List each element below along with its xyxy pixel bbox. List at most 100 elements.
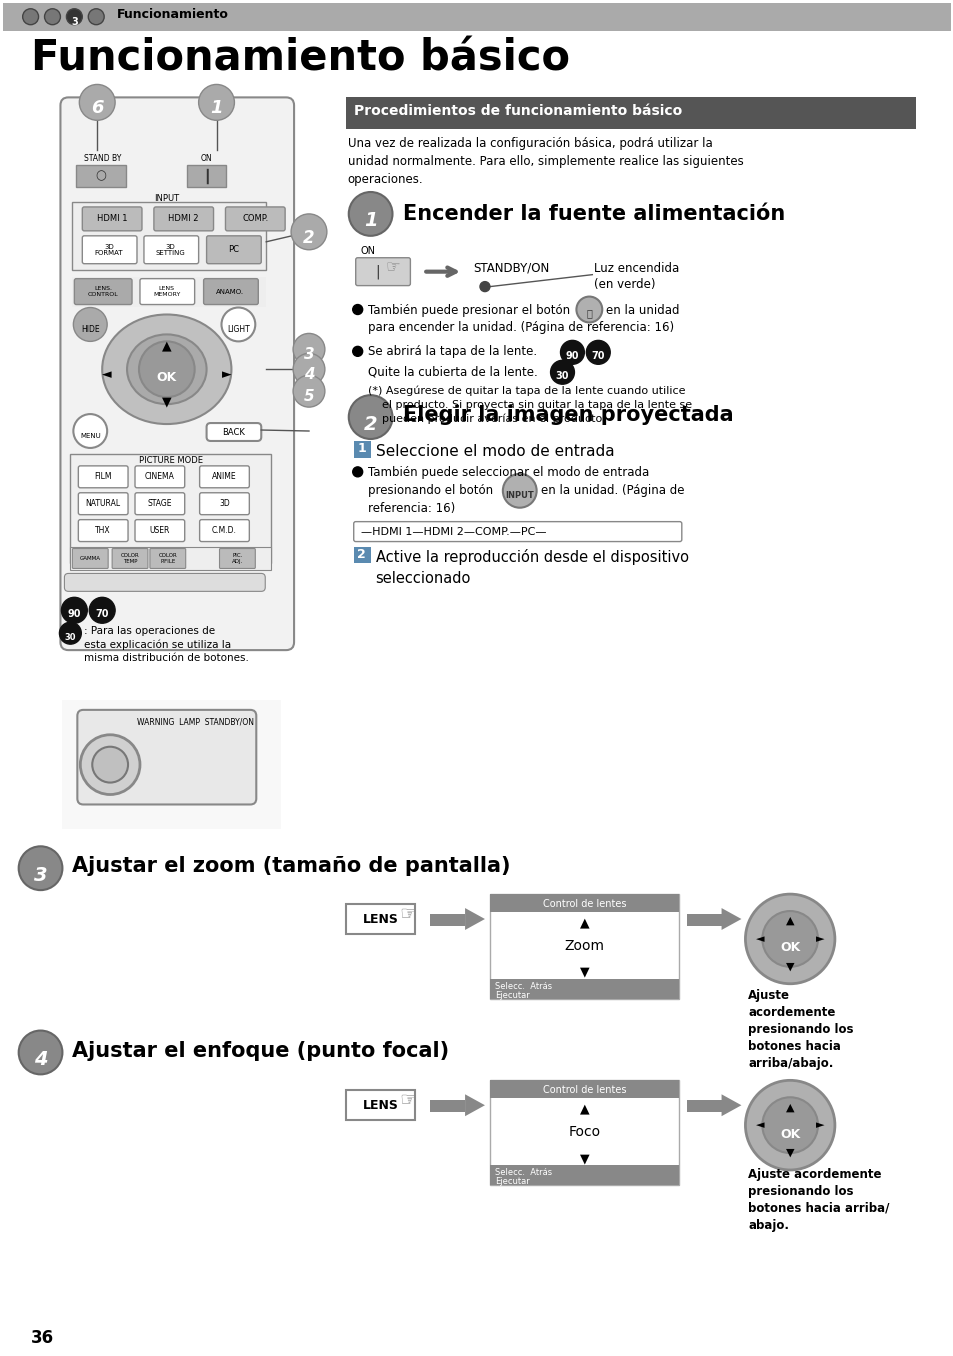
Text: Ajuste acordemente
presionando los
botones hacia arriba/
abajo.: Ajuste acordemente presionando los boton… (747, 1168, 889, 1233)
FancyBboxPatch shape (193, 728, 204, 738)
Text: ►: ► (221, 367, 231, 381)
Bar (72, 277, 266, 306)
Text: ◄: ◄ (756, 1120, 763, 1130)
Text: LENS
MEMORY: LENS MEMORY (153, 286, 180, 297)
Text: LENS.
CONTROL: LENS. CONTROL (88, 286, 118, 297)
Text: Foco: Foco (568, 1125, 599, 1139)
Text: LENS: LENS (362, 1098, 398, 1112)
Text: ▼: ▼ (579, 1153, 589, 1165)
Text: 2: 2 (357, 548, 366, 561)
Polygon shape (464, 909, 484, 930)
Text: Ajuste
acordemente
presionando los
botones hacia
arriba/abajo.: Ajuste acordemente presionando los boton… (747, 989, 853, 1070)
Circle shape (73, 308, 107, 342)
Text: en la unidad: en la unidad (605, 304, 679, 316)
FancyBboxPatch shape (140, 278, 194, 305)
FancyBboxPatch shape (219, 549, 255, 568)
Text: ▼: ▼ (579, 965, 589, 979)
Text: Quite la cubierta de la lente.: Quite la cubierta de la lente. (367, 365, 537, 378)
Text: 70: 70 (95, 609, 109, 620)
Text: ▲: ▲ (785, 1102, 794, 1112)
Text: PC: PC (228, 245, 238, 255)
Text: INPUT: INPUT (505, 491, 534, 500)
FancyBboxPatch shape (77, 711, 256, 804)
Text: para encender la unidad. (Página de referencia: 16): para encender la unidad. (Página de refe… (367, 321, 673, 335)
Text: Se abrirá la tapa de la lente.: Se abrirá la tapa de la lente. (367, 346, 537, 358)
Bar (490, 979, 679, 998)
Text: ANIME: ANIME (212, 472, 236, 481)
Text: ◄: ◄ (756, 934, 763, 944)
FancyBboxPatch shape (78, 466, 128, 488)
FancyBboxPatch shape (354, 522, 681, 541)
Text: : Para las operaciones de
esta explicación se utiliza la
misma distribución de b: : Para las operaciones de esta explicaci… (84, 626, 249, 663)
Circle shape (761, 911, 817, 967)
Text: 90: 90 (565, 351, 578, 361)
Text: ▼: ▼ (785, 1149, 794, 1158)
Text: 2: 2 (363, 415, 377, 434)
Bar (354, 546, 370, 564)
Text: Ejecutar: Ejecutar (495, 991, 529, 999)
FancyBboxPatch shape (78, 519, 128, 541)
Circle shape (19, 846, 62, 890)
Text: 3D
FORMAT: 3D FORMAT (94, 244, 123, 256)
Text: HIDE: HIDE (81, 325, 99, 334)
Text: presionando el botón: presionando el botón (367, 484, 493, 496)
Text: MENU: MENU (80, 433, 100, 439)
Text: LENS: LENS (362, 913, 398, 926)
Bar (62, 700, 281, 830)
Text: Active la reproducción desde el dispositivo
seleccionado: Active la reproducción desde el disposit… (375, 549, 688, 586)
Text: ☞: ☞ (399, 1090, 416, 1109)
Bar (345, 1090, 415, 1120)
Text: 3: 3 (71, 16, 77, 27)
Text: ▲: ▲ (579, 917, 589, 929)
Circle shape (59, 622, 81, 644)
Text: ON: ON (200, 155, 213, 163)
Bar (354, 441, 370, 458)
Bar (686, 1100, 720, 1112)
FancyBboxPatch shape (78, 492, 128, 515)
FancyBboxPatch shape (150, 549, 186, 568)
Bar (345, 98, 916, 129)
FancyBboxPatch shape (199, 492, 249, 515)
Bar (76, 165, 126, 187)
Text: 6: 6 (91, 99, 103, 118)
Text: OK: OK (780, 941, 800, 955)
Circle shape (353, 466, 362, 477)
Circle shape (23, 8, 38, 24)
Bar (3, 3, 950, 31)
Text: ◄: ◄ (102, 367, 112, 381)
Circle shape (291, 214, 327, 250)
Text: 3: 3 (303, 347, 314, 362)
Bar (71, 454, 271, 564)
Text: (en verde): (en verde) (594, 278, 655, 290)
Circle shape (293, 376, 325, 407)
Circle shape (19, 1031, 62, 1074)
Circle shape (349, 193, 392, 236)
Polygon shape (720, 1094, 740, 1116)
Text: ○: ○ (95, 170, 107, 183)
Text: ☞: ☞ (399, 904, 416, 923)
Text: ANAMO.: ANAMO. (216, 289, 244, 294)
FancyBboxPatch shape (203, 278, 258, 305)
Text: 1: 1 (210, 99, 223, 118)
FancyBboxPatch shape (60, 98, 294, 650)
Text: 70: 70 (591, 351, 604, 361)
Text: COLOR
TEMP: COLOR TEMP (120, 553, 139, 564)
Text: Ejecutar: Ejecutar (495, 1177, 529, 1186)
Circle shape (221, 308, 255, 342)
Bar (72, 202, 266, 270)
Circle shape (61, 598, 87, 624)
FancyBboxPatch shape (207, 423, 261, 441)
Circle shape (90, 598, 115, 624)
Circle shape (744, 894, 834, 983)
Text: referencia: 16): referencia: 16) (367, 502, 455, 515)
Text: Funcionamiento: Funcionamiento (117, 8, 229, 20)
Text: Control de lentes: Control de lentes (542, 1085, 625, 1096)
Text: INPUT: INPUT (154, 194, 179, 203)
Bar (430, 1100, 464, 1112)
Text: 3D
SETTING: 3D SETTING (155, 244, 186, 256)
Text: Una vez de realizada la configuración básica, podrá utilizar la
unidad normalmen: Una vez de realizada la configuración bá… (348, 137, 742, 186)
Ellipse shape (127, 335, 207, 404)
Text: COLOR
P.FILE: COLOR P.FILE (158, 553, 177, 564)
Text: ⏻: ⏻ (586, 309, 592, 319)
Text: 4: 4 (33, 1050, 48, 1069)
